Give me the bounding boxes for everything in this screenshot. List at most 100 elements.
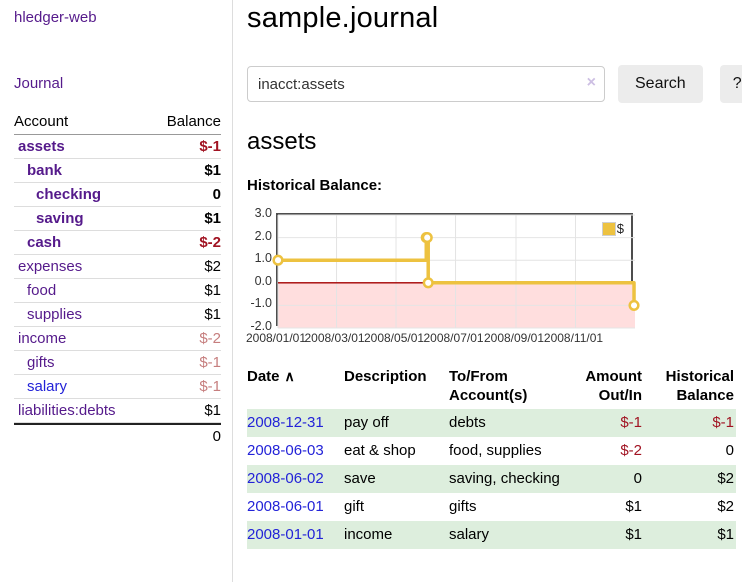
transaction-description: gift <box>344 498 365 515</box>
search-button[interactable]: Search <box>618 65 703 103</box>
account-balance: $1 <box>204 210 221 227</box>
account-balance: $-1 <box>199 354 221 371</box>
account-link[interactable]: salary <box>27 378 68 395</box>
clear-search-icon[interactable]: × <box>586 74 596 91</box>
app-brand-link[interactable]: hledger-web <box>14 9 97 26</box>
transaction-description: income <box>344 526 393 543</box>
sidebar-account-income: income $-2 <box>14 327 221 351</box>
account-link[interactable]: cash <box>27 234 62 251</box>
account-link[interactable]: expenses <box>18 258 83 275</box>
transaction-date-link[interactable]: 2008-06-01 <box>247 498 324 515</box>
account-link[interactable]: income <box>18 330 67 347</box>
y-axis-tick-label: 1.0 <box>254 251 272 266</box>
account-link[interactable]: bank <box>27 162 63 179</box>
transaction-balance: $2 <box>717 498 734 515</box>
register-row: 2008-06-02 save saving, checking 0 $2 <box>247 465 736 493</box>
y-axis-tick-label: -1.0 <box>250 296 272 311</box>
sidebar-account-expenses: expenses $2 <box>14 255 221 279</box>
y-axis-tick-label: -2.0 <box>250 319 272 333</box>
accounts-header-account: Account <box>14 113 69 130</box>
search-form: × Search ? <box>247 65 742 103</box>
transaction-accounts: gifts <box>449 498 477 515</box>
y-axis-tick-label: 2.0 <box>254 228 272 243</box>
transaction-date-link[interactable]: 2008-06-03 <box>247 442 324 459</box>
transaction-amount: $-1 <box>620 414 642 431</box>
sidebar-account-bank: bank $1 <box>14 159 221 183</box>
chart-legend: $ <box>601 221 624 236</box>
register-row: 2008-01-01 income salary $1 $1 <box>247 521 736 549</box>
sidebar-account-gifts: gifts $-1 <box>14 351 221 375</box>
account-link[interactable]: food <box>27 282 57 299</box>
account-link[interactable]: checking <box>36 186 102 203</box>
sidebar-account-saving: saving $1 <box>14 207 221 231</box>
account-page-title: assets <box>247 128 317 155</box>
accounts-total-value: 0 <box>212 428 221 445</box>
chart-canvas <box>272 214 640 329</box>
y-axis-tick-label: 0.0 <box>254 273 272 288</box>
x-axis-tick-label: 2008/03/01 <box>304 331 365 345</box>
column-header-amount[interactable]: Amount Out/In <box>585 368 642 404</box>
search-input[interactable] <box>247 66 605 102</box>
transaction-amount: $-2 <box>620 442 642 459</box>
x-axis-tick-label: 2008/11/01 <box>543 331 604 345</box>
x-axis-tick-label: 2008/05/01 <box>363 331 425 345</box>
register-header-row: Date ∧ Description To/From Account(s) Amo… <box>247 365 736 409</box>
transaction-accounts: saving, checking <box>449 470 560 487</box>
account-balance: $-2 <box>199 234 221 251</box>
transaction-balance: $-1 <box>712 414 734 431</box>
column-header-date[interactable]: Date ∧ <box>247 365 344 409</box>
transaction-amount: 0 <box>633 470 642 487</box>
transaction-amount: $1 <box>625 526 642 543</box>
transaction-date-link[interactable]: 2008-06-02 <box>247 470 324 487</box>
account-link[interactable]: assets <box>18 138 65 155</box>
transaction-accounts: debts <box>449 414 486 431</box>
transaction-description: save <box>344 470 376 487</box>
transaction-amount: $1 <box>625 498 642 515</box>
sidebar-account-food: food $1 <box>14 279 221 303</box>
column-header-accounts[interactable]: To/From Account(s) <box>449 368 528 404</box>
transaction-date-link[interactable]: 2008-01-01 <box>247 526 324 543</box>
accounts-total-row: 0 <box>14 423 221 448</box>
register-row: 2008-06-03 eat & shop food, supplies $-2… <box>247 437 736 465</box>
sidebar-account-salary: salary $-1 <box>14 375 221 399</box>
main-content: sample.journal × Search ? assets Histori… <box>233 0 742 582</box>
account-balance: $-1 <box>199 138 221 155</box>
register-row: 2008-12-31 pay off debts $-1 $-1 <box>247 409 736 437</box>
account-link[interactable]: liabilities:debts <box>18 402 116 419</box>
account-balance: $-2 <box>199 330 221 347</box>
account-balance: $-1 <box>199 378 221 395</box>
sidebar-item-journal[interactable]: Journal <box>14 75 64 92</box>
account-balance: $1 <box>204 306 221 323</box>
sidebar-account-liabilities-debts: liabilities:debts $1 <box>14 399 221 423</box>
sidebar-account-supplies: supplies $1 <box>14 303 221 327</box>
x-axis-tick-label: 2008/07/01 <box>423 331 484 345</box>
transaction-description: pay off <box>344 414 389 431</box>
register-row: 2008-06-01 gift gifts $1 $2 <box>247 493 736 521</box>
account-balance: $2 <box>204 258 221 275</box>
x-axis-tick-label: 2008/01/01 <box>245 331 307 345</box>
sidebar-account-cash: cash $-2 <box>14 231 221 255</box>
accounts-header-balance: Balance <box>166 113 221 130</box>
account-balance: 0 <box>212 186 221 203</box>
chart-title: Historical Balance: <box>247 177 383 194</box>
chart-plot-area: $ <box>272 213 640 329</box>
account-link[interactable]: saving <box>36 210 84 227</box>
legend-label: $ <box>616 221 624 236</box>
legend-swatch-icon <box>601 221 616 236</box>
column-header-balance[interactable]: Historical Balance <box>665 368 734 404</box>
column-header-description[interactable]: Description <box>344 368 427 385</box>
transaction-balance: $1 <box>717 526 734 543</box>
sidebar: hledger-web Journal Account Balance asse… <box>0 0 233 582</box>
sidebar-account-checking: checking 0 <box>14 183 221 207</box>
help-button[interactable]: ? <box>719 65 742 103</box>
sidebar-account-assets: assets $-1 <box>14 135 221 159</box>
account-link[interactable]: supplies <box>27 306 83 323</box>
transaction-balance: $2 <box>717 470 734 487</box>
account-link[interactable]: gifts <box>27 354 55 371</box>
transaction-balance: 0 <box>725 442 734 459</box>
account-balance: $1 <box>204 162 221 179</box>
account-balance: $1 <box>204 282 221 299</box>
transaction-date-link[interactable]: 2008-12-31 <box>247 414 324 431</box>
register-table: Date ∧ Description To/From Account(s) Amo… <box>247 365 736 549</box>
x-axis-tick-label: 2008/09/01 <box>483 331 545 345</box>
